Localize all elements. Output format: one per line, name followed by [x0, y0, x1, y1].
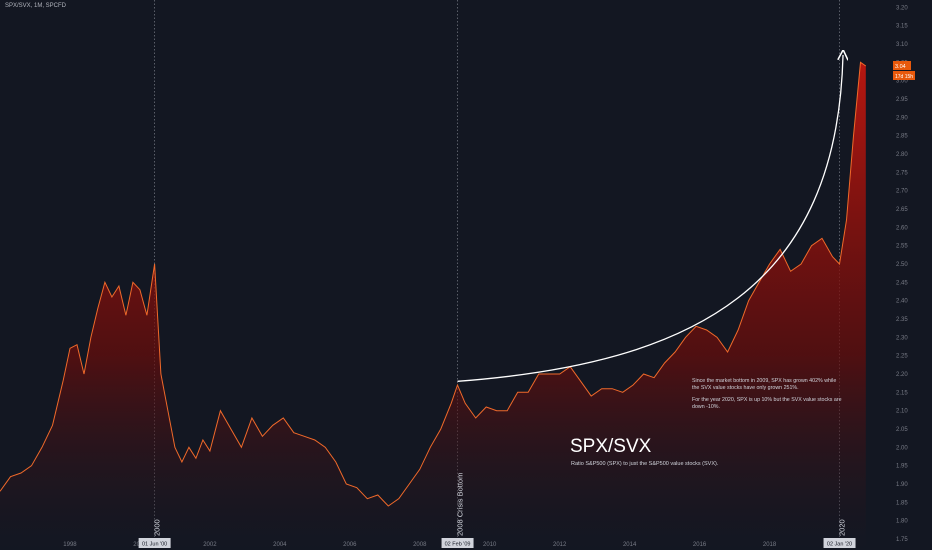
- annotation-subtitle: Ratio S&P500 (SPX) to just the S&P500 va…: [571, 461, 719, 467]
- y-tick-label: 3.10: [896, 42, 908, 48]
- y-tick-label: 1.80: [896, 519, 908, 525]
- y-tick-label: 2.45: [896, 280, 908, 286]
- y-tick-label: 1.90: [896, 482, 908, 488]
- x-date-box: [823, 538, 856, 548]
- x-tick-label: 2004: [273, 542, 287, 548]
- x-date-label: 02 Feb '09: [445, 542, 471, 548]
- y-tick-label: 2.90: [896, 115, 908, 121]
- x-tick-label: 2016: [693, 542, 707, 548]
- y-tick-label: 2.95: [896, 97, 908, 103]
- countdown-value: 17d 15h: [895, 74, 913, 80]
- x-date-box: [441, 538, 474, 548]
- y-tick-label: 2.60: [896, 225, 908, 231]
- vline-label-vline_2000: 2000: [153, 519, 162, 536]
- y-tick-label: 1.95: [896, 464, 908, 470]
- y-tick-label: 2.85: [896, 134, 908, 140]
- y-tick-label: 2.70: [896, 189, 908, 195]
- x-date-box: [138, 538, 171, 548]
- x-tick-label: 2018: [763, 542, 777, 548]
- x-tick-label: 2010: [483, 542, 497, 548]
- x-tick-label: 2006: [343, 542, 357, 548]
- x-tick-label: 1998: [63, 542, 77, 548]
- y-tick-label: 2.50: [896, 262, 908, 268]
- x-tick-label: 2002: [203, 542, 217, 548]
- vline-label-vline_2008: 2008 Crisis Bottom: [456, 473, 465, 536]
- y-tick-label: 2.35: [896, 317, 908, 323]
- vline-label-vline_2020: 2020: [838, 519, 847, 536]
- y-tick-label: 3.20: [896, 5, 908, 11]
- y-tick-label: 2.65: [896, 207, 908, 213]
- y-tick-label: 2.40: [896, 299, 908, 305]
- annotation-note: Since the market bottom in 2009, SPX has…: [692, 378, 842, 417]
- y-tick-label: 2.05: [896, 427, 908, 433]
- y-tick-label: 2.10: [896, 409, 908, 415]
- y-tick-label: 2.75: [896, 170, 908, 176]
- y-axis-panel: [892, 0, 932, 550]
- ticker-label: SPX/SVX, 1M, SPCFD: [5, 3, 67, 9]
- countdown-badge: [893, 71, 915, 80]
- y-tick-label: 2.55: [896, 244, 908, 250]
- x-date-label: 02 Jan '20: [827, 542, 852, 548]
- y-tick-label: 1.85: [896, 500, 908, 506]
- x-date-label: 01 Jun '00: [142, 542, 167, 548]
- annotation-title: SPX/SVX: [570, 436, 652, 457]
- series-line: [0, 61, 867, 507]
- x-tick-label: 2014: [623, 542, 637, 548]
- y-tick-label: 2.30: [896, 335, 908, 341]
- y-tick-label: 3.00: [896, 79, 908, 85]
- note-line-2: For the year 2020, SPX is up 10% but the…: [692, 397, 842, 411]
- trend-arrow: [457, 55, 843, 382]
- y-tick-label: 1.75: [896, 537, 908, 543]
- area-fill: [0, 62, 866, 550]
- y-tick-label: 2.20: [896, 372, 908, 378]
- y-tick-label: 3.15: [896, 24, 908, 30]
- y-tick-label: 2.00: [896, 445, 908, 451]
- y-tick-label: 2.15: [896, 390, 908, 396]
- x-tick-label: 2008: [413, 542, 427, 548]
- last-price-badge: [893, 61, 911, 70]
- y-tick-label: 2.25: [896, 354, 908, 360]
- x-tick-label: 2012: [553, 542, 567, 548]
- note-line-1: Since the market bottom in 2009, SPX has…: [692, 378, 837, 392]
- y-tick-label: 2.80: [896, 152, 908, 158]
- last-price-value: 3.04: [895, 64, 906, 70]
